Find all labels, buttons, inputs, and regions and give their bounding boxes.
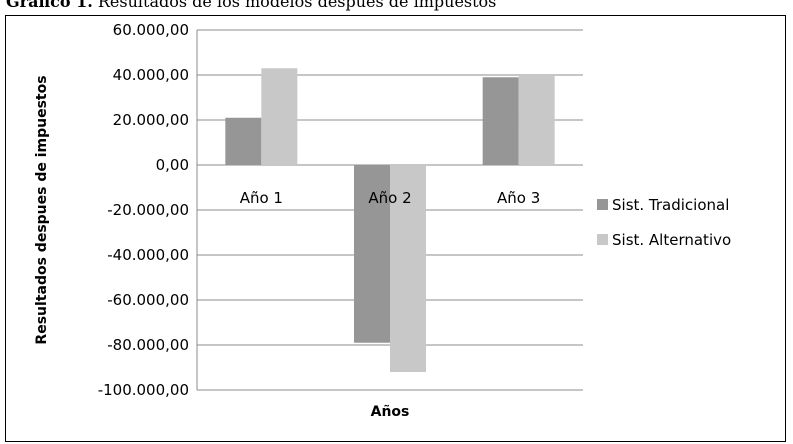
chart-caption: Gráfico 1. Resultados de los modelos des…	[6, 0, 496, 13]
category-labels: Año 1 Año 2 Año 3	[240, 189, 541, 207]
y-tick-label: 0,00	[156, 156, 189, 174]
y-tick-label: 40.000,00	[113, 66, 189, 84]
legend: Sist. Tradicional Sist. Alternativo	[597, 196, 731, 249]
y-tick-labels: 60.000,00 40.000,00 20.000,00 0,00 -20.000,0…	[98, 21, 189, 399]
category-label: Año 2	[368, 189, 411, 207]
legend-swatch	[597, 234, 608, 245]
bar-alternativo	[261, 68, 298, 165]
bar-tradicional	[482, 77, 519, 165]
y-tick-label: -100.000,00	[98, 381, 189, 399]
y-tick-label: 60.000,00	[113, 21, 189, 39]
bar-alternativo	[390, 165, 426, 372]
x-axis-title: Años	[371, 404, 410, 420]
y-tick-label: -80.000,00	[107, 336, 189, 354]
caption-text: Resultados de los modelos despues de imp…	[97, 0, 497, 11]
y-axis-title: Resultados despues de impuestos	[34, 75, 50, 344]
legend-label: Sist. Alternativo	[612, 231, 731, 249]
category-label: Año 1	[240, 189, 283, 207]
y-tick-label: -20.000,00	[107, 201, 189, 219]
y-tick-label: 20.000,00	[113, 111, 189, 129]
bars	[225, 68, 555, 372]
legend-swatch	[597, 199, 608, 210]
caption-label: Gráfico 1.	[6, 0, 93, 11]
bar-tradicional	[225, 117, 262, 165]
bar-alternativo	[518, 75, 555, 165]
category-label: Año 3	[497, 189, 540, 207]
y-tick-label: -60.000,00	[107, 291, 189, 309]
y-tick-label: -40.000,00	[107, 246, 189, 264]
bar-tradicional	[354, 165, 390, 343]
legend-label: Sist. Tradicional	[612, 196, 729, 214]
